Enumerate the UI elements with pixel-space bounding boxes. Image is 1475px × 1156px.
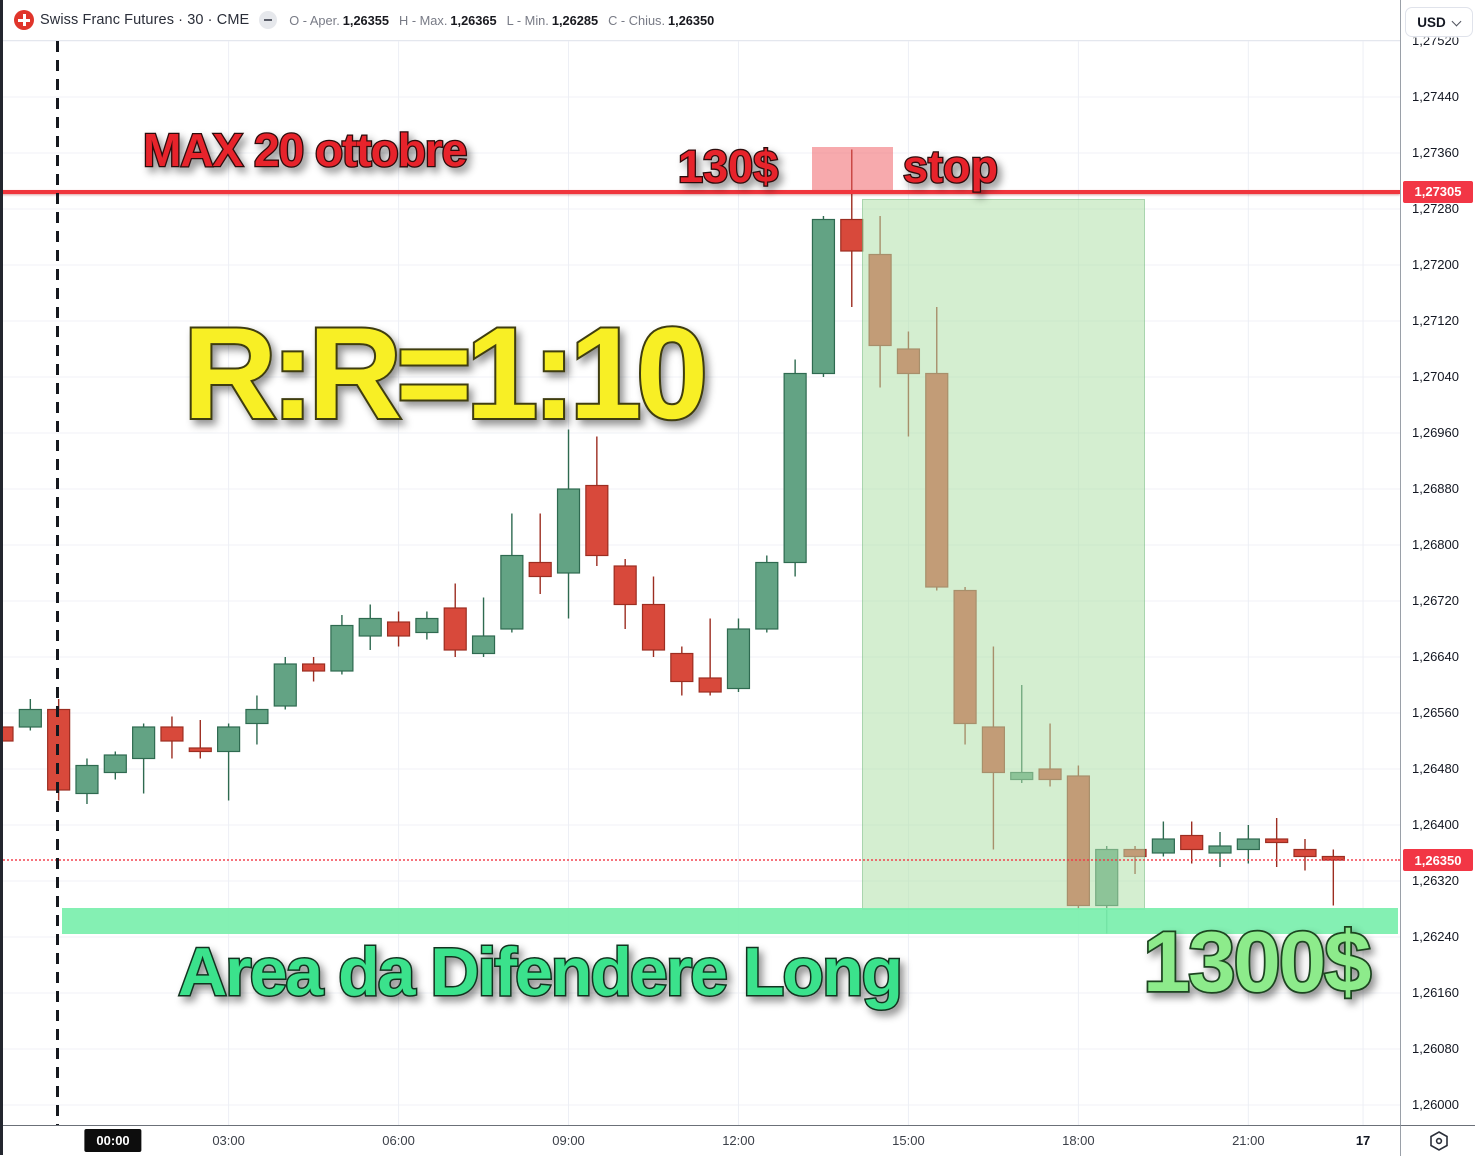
chevron-down-icon: [1453, 18, 1461, 26]
price-tick-label: 1,26160: [1412, 985, 1459, 1000]
chart-header: Swiss Franc Futures · 30 · CME O - Aper.…: [3, 0, 1400, 41]
risk-reward-label[interactable]: R:R=1:10: [181, 300, 710, 446]
candle-body: [386, 621, 411, 637]
defend-area-band[interactable]: [62, 908, 1398, 935]
reward-1300-label[interactable]: 1300$: [1141, 915, 1373, 1010]
candle-body: [301, 663, 326, 672]
candle-body: [500, 554, 524, 630]
time-axis[interactable]: 03:00 06:00 09:00 12:00 15:00 18:00 21:00 17 00:…: [0, 1125, 1400, 1156]
price-tick-label: 1,27280: [1412, 201, 1459, 216]
price-tick-label: 1,26480: [1412, 761, 1459, 776]
ohlc-open: O - Aper. 1,26355: [289, 12, 390, 28]
price-axis[interactable]: USD 1,27520 1,27440 1,27360 1,27280 1,27200 1…: [1400, 0, 1475, 1125]
window-left-edge: [0, 0, 3, 1155]
candle-body: [103, 754, 127, 774]
candle-body: [132, 726, 156, 760]
collapse-legend-icon[interactable]: [259, 11, 278, 29]
candle-body: [217, 726, 241, 753]
price-tick-label: 1,26080: [1412, 1041, 1459, 1056]
price-tick-label: 1,27040: [1412, 369, 1459, 384]
candle-body: [698, 677, 722, 693]
time-tick-label: 12:00: [722, 1133, 755, 1148]
candle-body: [415, 617, 439, 634]
current-price-dotted-line: [0, 859, 1400, 861]
price-tick-label: 1,27200: [1412, 257, 1459, 272]
candle-body: [755, 561, 779, 630]
price-tick-label: 1,26960: [1412, 425, 1459, 440]
candle-body: [18, 708, 42, 728]
candle-body: [1236, 838, 1260, 851]
currency-label: USD: [1417, 14, 1446, 30]
candle-body: [556, 488, 581, 574]
time-tick-label: 03:00: [212, 1133, 245, 1148]
ohlc-readout: O - Aper. 1,26355 H - Max. 1,26365 L - Min…: [289, 13, 714, 28]
candle-body: [245, 708, 269, 725]
candle-body: [726, 628, 751, 690]
candle-body: [1265, 838, 1289, 844]
ohlc-low: L - Min. 1,26285: [506, 12, 599, 28]
candle-body: [1208, 845, 1232, 854]
price-tick-label: 1,27120: [1412, 313, 1459, 328]
swiss-flag-icon: [14, 10, 34, 30]
candle-body: [783, 372, 807, 564]
price-tick-label: 1,26000: [1412, 1097, 1459, 1112]
session-start-badge: 00:00: [84, 1129, 142, 1152]
axis-corner-cell[interactable]: [1400, 1125, 1475, 1156]
risk-130-label[interactable]: 130$: [677, 141, 780, 192]
price-tick-label: 1,26240: [1412, 929, 1459, 944]
candle-body: [585, 484, 609, 557]
time-tick-label: 15:00: [892, 1133, 925, 1148]
stop-label[interactable]: stop: [902, 141, 1000, 192]
time-tick-label: 06:00: [382, 1133, 415, 1148]
candle-body: [358, 617, 382, 637]
max-resistance-line[interactable]: [0, 189, 1400, 194]
candle-body: [75, 764, 99, 795]
candle-body: [811, 218, 836, 375]
candle-body: [528, 561, 552, 578]
price-tick-label: 1,26560: [1412, 705, 1459, 720]
price-badge: 1,26350: [1403, 849, 1473, 871]
price-badge: 1,27305: [1403, 180, 1473, 203]
candle-body: [1151, 838, 1175, 854]
candle-body: [188, 747, 212, 753]
defend-area-label[interactable]: Area da Difendere Long: [176, 934, 904, 1010]
price-tick-label: 1,26720: [1412, 593, 1459, 608]
candle-body: [641, 603, 666, 651]
symbol-title[interactable]: Swiss Franc Futures · 30 · CME: [40, 12, 250, 28]
price-tick-label: 1,26320: [1412, 873, 1459, 888]
candle-body: [670, 652, 694, 683]
stop-zone-box[interactable]: [812, 147, 893, 191]
candle-body: [330, 624, 354, 672]
scale-settings-icon[interactable]: [1428, 1130, 1450, 1152]
currency-selector-button[interactable]: USD: [1405, 7, 1473, 37]
session-start-dashed-line: [56, 41, 59, 1125]
candle-body: [840, 218, 864, 252]
profit-zone-box[interactable]: [861, 198, 1145, 910]
candle-body: [273, 663, 297, 707]
max-20-october-label[interactable]: MAX 20 ottobre: [142, 124, 469, 176]
price-tick-label: 1,26800: [1412, 537, 1459, 552]
price-tick-label: 1,27360: [1412, 145, 1459, 160]
candle-body: [471, 635, 496, 655]
price-tick-label: 1,27440: [1412, 89, 1459, 104]
candle-body: [1180, 834, 1204, 851]
time-tick-label: 21:00: [1232, 1133, 1265, 1148]
time-tick-label: 18:00: [1062, 1133, 1095, 1148]
price-tick-label: 1,26400: [1412, 817, 1459, 832]
candle-body: [443, 607, 467, 651]
candle-body: [613, 565, 637, 606]
ohlc-close: C - Chius. 1,26350: [608, 12, 715, 28]
time-tick-label: 17: [1355, 1133, 1371, 1148]
time-tick-label: 09:00: [552, 1133, 585, 1148]
ohlc-high: H - Max. 1,26365: [399, 12, 497, 28]
candle-body: [1293, 848, 1317, 858]
price-tick-label: 1,26880: [1412, 481, 1459, 496]
candle-body: [160, 726, 184, 742]
price-tick-label: 1,26640: [1412, 649, 1459, 664]
